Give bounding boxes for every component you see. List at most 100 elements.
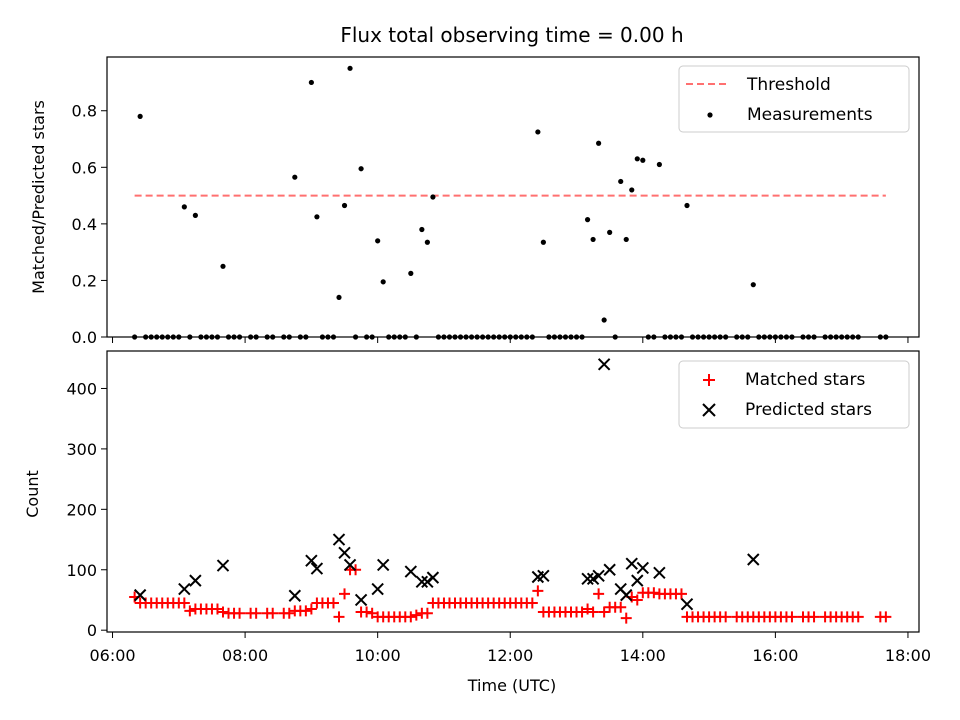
x-tick-label: 06:00 <box>89 646 135 665</box>
predicted-star-point <box>133 588 147 602</box>
predicted-star-point <box>305 554 318 567</box>
predicted-stars-points <box>133 358 760 611</box>
matched-star-point <box>366 607 378 619</box>
chart-title: Flux total observing time = 0.00 h <box>340 23 683 47</box>
x-tick-label: 18:00 <box>885 646 931 665</box>
measurement-point <box>375 238 381 244</box>
matched-star-point <box>593 588 605 600</box>
measurement-point <box>380 279 386 285</box>
x-tick-label: 12:00 <box>487 646 533 665</box>
measurement-point <box>640 157 646 163</box>
matched-star-point <box>300 605 312 617</box>
predicted-star-point <box>631 574 644 587</box>
predicted-star-point <box>178 582 191 596</box>
ratio-axes-frame <box>106 56 920 338</box>
predicted-star-point <box>310 562 324 575</box>
matched-star-point <box>361 606 373 618</box>
measurement-point <box>629 187 635 193</box>
measurement-point <box>601 317 607 323</box>
measurement-point <box>623 236 629 243</box>
predicted-star-point <box>354 593 368 607</box>
count-legend: Matched stars Predicted stars <box>678 360 910 429</box>
measurement-points <box>132 65 889 340</box>
measurement-point <box>137 113 143 119</box>
measurement-point <box>181 204 187 210</box>
matched-star-point <box>421 607 433 619</box>
matched-star-point <box>587 606 599 618</box>
measurement-point <box>684 202 690 209</box>
legend-matched-label: Matched stars <box>745 370 865 390</box>
matched-stars-points <box>129 564 892 624</box>
ratio-y-tick-label: 0.8 <box>72 102 97 121</box>
measurement-point <box>540 239 546 245</box>
matched-star-point <box>648 587 660 599</box>
measurement-point <box>192 212 198 218</box>
matched-star-point <box>211 603 223 615</box>
matched-star-point <box>305 603 317 615</box>
measurement-point <box>220 263 226 269</box>
matched-star-point <box>808 611 820 623</box>
count-y-tick-label: 400 <box>66 379 97 398</box>
predicted-star-point <box>332 533 346 546</box>
matched-star-point <box>526 597 538 609</box>
legend-measurements-label: Measurements <box>747 105 873 125</box>
legend-matched-swatch <box>703 374 715 386</box>
count-y-ticks: 0 100 200 300 400 <box>66 379 107 640</box>
measurement-point <box>408 270 414 276</box>
predicted-star-point <box>592 569 605 583</box>
legend-threshold-label: Threshold <box>746 75 831 95</box>
predicted-star-point <box>288 589 302 602</box>
predicted-star-point <box>216 559 230 572</box>
predicted-star-point <box>597 358 611 371</box>
matched-star-point <box>852 611 864 623</box>
legend-predicted-swatch <box>702 403 716 417</box>
measurement-point <box>347 65 353 71</box>
ratio-y-ticks: 0.0 0.2 0.4 0.6 0.8 <box>72 102 107 347</box>
x-tick-label: 08:00 <box>222 646 268 665</box>
matched-star-point <box>675 588 687 600</box>
matched-star-point <box>880 611 892 623</box>
count-y-tick-label: 200 <box>66 500 97 519</box>
matched-star-point <box>631 594 643 606</box>
predicted-star-point <box>620 588 633 602</box>
predicted-star-point <box>625 557 638 570</box>
count-axes-frame <box>106 350 920 633</box>
measurement-point <box>535 129 541 135</box>
predicted-star-point <box>415 575 429 589</box>
matched-star-point <box>339 588 351 600</box>
predicted-star-point <box>653 566 666 579</box>
predicted-star-point <box>603 563 616 576</box>
predicted-star-point <box>189 574 202 587</box>
measurement-point <box>634 156 640 162</box>
measurement-point <box>292 174 298 180</box>
predicted-star-point <box>338 546 351 560</box>
predicted-star-point <box>404 565 418 578</box>
predicted-star-point <box>343 558 357 572</box>
count-y-tick-label: 0 <box>87 621 97 640</box>
x-tick-label: 16:00 <box>752 646 798 665</box>
count-x-ticks: 06:00 08:00 10:00 12:00 14:00 16:00 18:00 <box>89 632 931 665</box>
measurement-point <box>656 161 662 168</box>
matched-star-point <box>234 607 246 619</box>
measurement-point <box>358 166 364 172</box>
matched-star-point <box>582 603 594 615</box>
ratio-y-axis-label: Matched/Predicted stars <box>29 100 48 294</box>
matched-star-point <box>598 606 610 618</box>
matched-star-point <box>267 607 279 619</box>
matched-star-point <box>786 611 798 623</box>
measurement-point <box>607 229 613 235</box>
measurement-point <box>314 214 320 220</box>
matched-star-point <box>576 606 588 618</box>
count-y-tick-label: 100 <box>66 561 97 580</box>
ratio-y-tick-label: 0.4 <box>72 215 97 234</box>
matched-star-point <box>250 607 262 619</box>
ratio-y-tick-label: 0.0 <box>72 328 97 347</box>
count-legend-box <box>678 360 910 429</box>
x-tick-label: 14:00 <box>620 646 666 665</box>
measurement-point <box>596 140 602 146</box>
legend-measurements-swatch <box>707 112 713 118</box>
matched-star-point <box>720 611 732 623</box>
predicted-star-point <box>371 582 384 596</box>
ratio-x-ticks <box>112 337 909 343</box>
measurement-point <box>341 202 348 209</box>
